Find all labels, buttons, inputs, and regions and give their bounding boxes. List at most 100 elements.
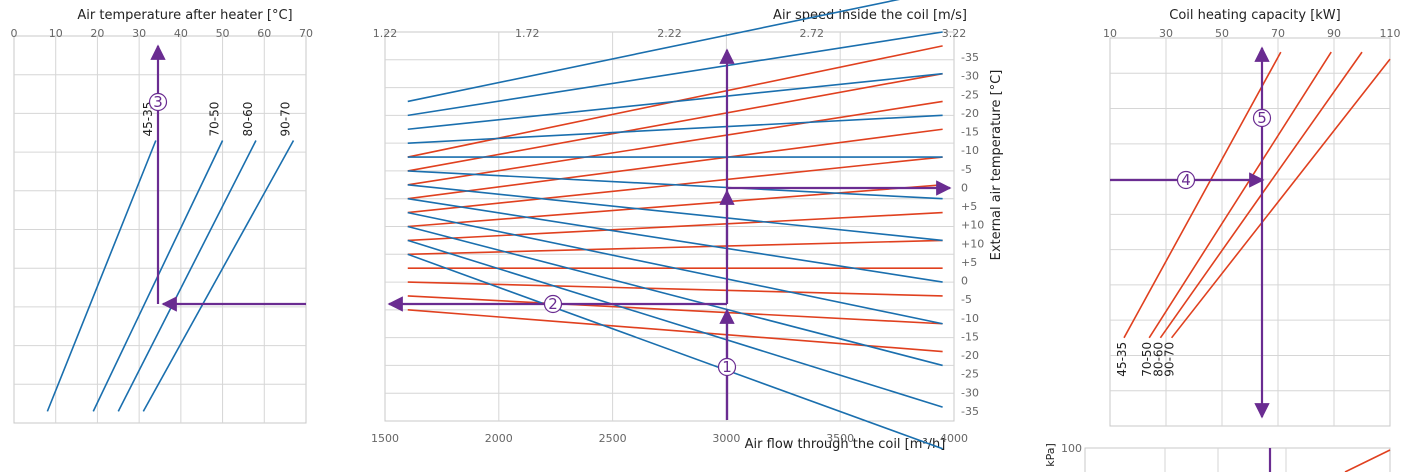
panel2-xtick: 3500 [826,432,854,445]
panel1-series-label: 70-50 [208,102,222,137]
panel2-blue-line [407,253,943,450]
panel2-xtick: 1500 [371,432,399,445]
panel3-xtick: 10 [1103,27,1117,40]
panel2-righttick: +5 [961,256,977,269]
panel2-red-line [407,184,943,228]
panel2-righttick: -15 [961,126,979,139]
panel2-blue-line [407,0,900,103]
panel2-righttick: -10 [961,144,979,157]
panel2-righttick: -5 [961,293,972,306]
panel2-blue-line [407,211,943,325]
procedure-marker-number: 3 [153,93,163,111]
panel2-red-line [407,128,943,200]
panel1-xtick: 40 [174,27,188,40]
panel1-xtick: 70 [299,27,313,40]
procedure-marker-number: 1 [722,358,732,376]
panel2-toptick: 3.22 [942,27,967,40]
panel2-toptick: 1.72 [515,27,540,40]
panel2-xtick: 2500 [599,432,627,445]
panel4-ytick-100: 100 [1061,442,1082,455]
panel3-xtick: 110 [1380,27,1401,40]
panel2-righttick: -30 [961,70,979,83]
panel2-righttick: +10 [961,237,984,250]
panel1-series-label: 80-60 [241,102,255,137]
panel2-blue-line [407,197,943,283]
panel3-series-line [1170,58,1391,339]
panel2-righttick: -20 [961,349,979,362]
panel2-toptick: 1.22 [373,27,398,40]
panel1-series-line [142,140,295,412]
panel2-red-line [407,281,943,297]
panel2-righttick: +10 [961,219,984,232]
panel2-righttick: -30 [961,386,979,399]
panel1-series-label: 45-35 [141,102,155,137]
panel1-xtick: 10 [49,27,63,40]
panel2-righttick: -35 [961,51,979,64]
panel2-blue-line [407,170,943,200]
panel2-red-line [407,239,943,256]
panel3-frame [1109,37,1391,427]
procedure-markers: 1 2 3 4 5 [148,92,1272,377]
panel1-xtick: 30 [132,27,146,40]
procedure-marker-number: 5 [1257,109,1267,127]
panel2-toptick: 2.72 [800,27,825,40]
panel3-series-label: 80-60 [1151,342,1165,377]
panel4-frame [1084,447,1391,472]
panel2-blue-line [407,239,943,408]
panel3-series-line [1148,51,1332,339]
procedure-marker-circle [1252,108,1272,128]
panel1-series-label: 90-70 [278,102,292,137]
procedure-marker-number: 2 [548,295,558,313]
panel-temperature-after-heater: Air temperature after heater [°C] 0 10 20 3… [11,8,313,424]
panel3-xtick: 50 [1215,27,1229,40]
panel2-ylabel: External air temperature [°C] [989,70,1004,261]
panel-pressure-drop: 100 kPa] [1044,442,1391,472]
panel2-red-line [407,100,943,186]
panel2-xlabel: Air flow through the coil [m³/h] [745,437,946,452]
panel1-series-line [117,140,257,412]
panel2-red-line [407,211,943,242]
panel2-righttick: 0 [961,181,968,194]
panel2-righttick: +5 [961,200,977,213]
procedure-marker-circle [1176,170,1196,190]
procedure-marker-circle [543,294,563,314]
panel3-xtick: 30 [1159,27,1173,40]
panel2-red-line [407,295,943,325]
panel2-righttick: 0 [961,275,968,288]
panel3-xtick: 70 [1271,27,1285,40]
panel4-red-line [1344,449,1391,472]
panel2-righttick: -10 [961,312,979,325]
panel1-xtick: 50 [216,27,230,40]
panel3-series-label: 45-35 [1115,342,1129,377]
panel2-xtick: 4000 [940,432,968,445]
panel2-toptick: 2.22 [657,27,682,40]
panel2-righttick: -5 [961,163,972,176]
panel2-xtick: 3000 [712,432,740,445]
panel4-ylabel: kPa] [1044,443,1057,467]
panel2-righttick: -25 [961,88,979,101]
panel1-title: Air temperature after heater [°C] [77,8,292,23]
panel1-series-line [46,140,157,412]
panel2-red-line [407,309,943,353]
panel1-xtick: 20 [90,27,104,40]
panel3-series-label: 90-70 [1163,342,1177,377]
panel2-xtick: 2000 [485,432,513,445]
panel3-xtick: 90 [1327,27,1341,40]
panel-main: Air speed inside the coil [m/s] Air flow… [371,0,1004,452]
panel2-blue-line [407,72,943,131]
panel2-righttick: -25 [961,368,979,381]
panel2-righttick: -35 [961,405,979,418]
panel2-blue-line [407,225,943,367]
panel2-top-title: Air speed inside the coil [m/s] [773,8,967,23]
panel3-title: Coil heating capacity [kW] [1169,8,1340,23]
procedure-marker-number: 4 [1181,171,1191,189]
panel2-righttick: -15 [961,330,979,343]
procedure-marker-circle [148,92,168,112]
panel2-red-line [407,72,943,172]
panel1-xtick: 60 [257,27,271,40]
panel2-blue-line [407,184,943,242]
panel3-series-line [1123,51,1282,339]
panel1-xtick: 0 [11,27,18,40]
procedure-marker-circle [717,357,737,377]
